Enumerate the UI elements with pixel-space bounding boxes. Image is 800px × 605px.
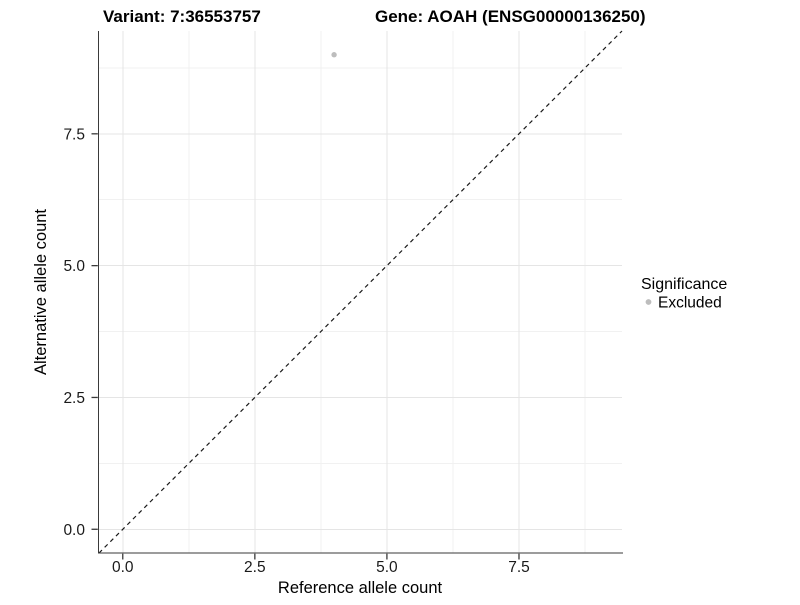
y-tick-label: 7.5: [63, 126, 85, 143]
x-tick-label: 0.0: [112, 559, 134, 576]
x-tick-label: 2.5: [244, 559, 266, 576]
identity-dashed-line: [98, 30, 623, 554]
data-point: [331, 52, 337, 58]
legend-title: Significance: [641, 276, 727, 293]
y-tick-label: 5.0: [63, 258, 85, 275]
y-axis-ticks: 0.0 2.5 5.0 7.5: [63, 126, 98, 539]
legend-item-label: Excluded: [658, 295, 722, 312]
y-tick-label: 2.5: [63, 390, 85, 407]
x-tick-label: 7.5: [508, 559, 530, 576]
data-points-layer: [331, 52, 337, 58]
y-axis-title: Alternative allele count: [32, 209, 50, 375]
y-tick-label: 0.0: [63, 522, 85, 539]
x-tick-label: 5.0: [376, 559, 398, 576]
grid-major-layer: [99, 31, 622, 553]
x-axis-ticks: 0.0 2.5 5.0 7.5: [112, 553, 530, 576]
legend: Significance Excluded: [641, 276, 727, 312]
grid-minor-layer: [99, 31, 622, 553]
x-axis-title: Reference allele count: [278, 579, 443, 597]
legend-point-swatch-icon: [645, 299, 652, 305]
plot-title-variant: Variant: 7:36553757: [103, 7, 261, 26]
plot-title-gene: Gene: AOAH (ENSG00000136250): [375, 7, 646, 26]
